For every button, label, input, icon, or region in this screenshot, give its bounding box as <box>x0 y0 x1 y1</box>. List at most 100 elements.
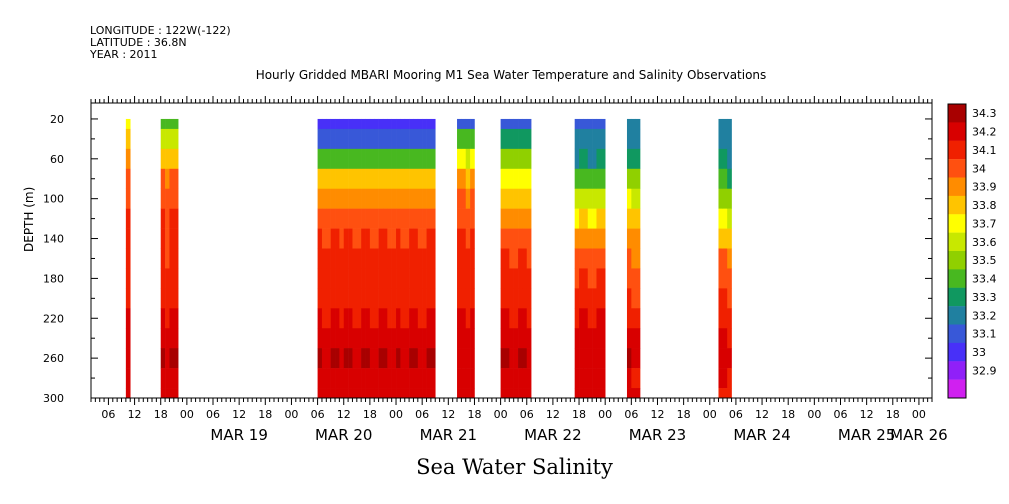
heatmap-cell <box>596 308 602 329</box>
heatmap-cell <box>352 208 358 229</box>
heatmap-cell <box>430 128 436 150</box>
heatmap-cell <box>317 328 323 349</box>
heatmap-cell <box>348 288 353 309</box>
heatmap-cell <box>574 118 580 130</box>
heatmap-cell <box>504 388 510 399</box>
heatmap-cell <box>509 208 514 229</box>
heatmap-cell <box>600 388 606 399</box>
heatmap-cell <box>500 188 506 209</box>
heatmap-cell <box>361 168 366 190</box>
colorbar-swatch <box>948 251 966 270</box>
x-tick-label: 00 <box>912 408 926 421</box>
heatmap-cell <box>400 328 406 349</box>
heatmap-cell <box>422 268 427 289</box>
heatmap-cell <box>426 368 432 389</box>
heatmap-cell <box>587 228 593 249</box>
heatmap-cell <box>335 188 340 209</box>
x-tick-label: 12 <box>232 408 246 421</box>
heatmap-cell <box>165 128 170 150</box>
heatmap-cell <box>600 328 606 349</box>
heatmap-cell <box>600 118 606 130</box>
x-tick-label: 06 <box>624 408 638 421</box>
heatmap-cell <box>339 248 345 269</box>
heatmap-cell <box>583 168 589 190</box>
heatmap-cell <box>165 368 170 389</box>
heatmap-cell <box>509 288 514 309</box>
heatmap-cell <box>504 248 510 269</box>
heatmap-cell <box>518 268 523 289</box>
colorbar-swatch <box>948 379 966 399</box>
heatmap-cell <box>727 128 732 150</box>
heatmap-cell <box>426 188 432 209</box>
heatmap-cell <box>587 148 593 170</box>
heatmap-cell <box>574 208 580 229</box>
heatmap-cell <box>343 328 349 349</box>
heatmap-cell <box>722 128 728 150</box>
heatmap-cell <box>413 148 419 170</box>
heatmap-cell <box>587 328 593 349</box>
heatmap-cell <box>396 308 401 329</box>
heatmap-cell <box>522 128 528 150</box>
heatmap-cell <box>330 148 336 170</box>
x-tick-label: 18 <box>677 408 691 421</box>
heatmap-cell <box>387 388 392 399</box>
x-tick-label: 18 <box>258 408 272 421</box>
heatmap-cell <box>396 368 401 389</box>
heatmap-cell <box>513 388 519 399</box>
axes: 06 12 18 00 06 12 18 00 06 12 18 00 06 12 18 00 06 12 18 00… <box>43 96 948 444</box>
heatmap-cell <box>404 168 410 190</box>
heatmap-cell <box>169 168 175 190</box>
heatmap-cell <box>426 328 432 349</box>
heatmap-cell <box>422 348 427 369</box>
heatmap-cell <box>600 128 606 150</box>
heatmap-cell <box>574 368 580 389</box>
heatmap-cell <box>513 228 519 249</box>
colorbar-swatch <box>948 195 966 215</box>
heatmap-cell <box>404 118 410 130</box>
heatmap-cell <box>356 288 362 309</box>
x-tick-label: 06 <box>311 408 325 421</box>
heatmap-cell <box>600 348 606 369</box>
heatmap-cell <box>579 308 584 329</box>
heatmap-cell <box>579 128 584 150</box>
heatmap-cell <box>587 288 593 309</box>
colorbar-label: 34.3 <box>972 107 997 120</box>
heatmap-cell <box>509 328 514 349</box>
heatmap-cell <box>722 308 728 329</box>
heatmap-cell <box>592 288 597 309</box>
heatmap-cell <box>417 188 423 209</box>
heatmap-cell <box>504 148 510 170</box>
heatmap-cell <box>361 128 366 150</box>
heatmap-cell <box>526 268 532 289</box>
heatmap-cell <box>365 328 371 349</box>
heatmap-cell <box>513 268 519 289</box>
heatmap-cell <box>160 248 166 269</box>
heatmap-cell <box>596 288 602 309</box>
heatmap-cell <box>470 368 475 389</box>
heatmap-cell <box>356 328 362 349</box>
heatmap-cell <box>596 228 602 249</box>
heatmap-cell <box>500 128 506 150</box>
heatmap-cell <box>352 118 358 130</box>
heatmap-cell <box>470 188 475 209</box>
heatmap-cell <box>326 268 331 289</box>
heatmap-cell <box>574 168 580 190</box>
heatmap-cell <box>504 188 510 209</box>
heatmap-cell <box>513 328 519 349</box>
colorbar-label: 33.3 <box>972 291 997 304</box>
heatmap-cell <box>160 168 166 190</box>
heatmap-cell <box>413 228 419 249</box>
heatmap-cell <box>400 368 406 389</box>
heatmap-cell <box>465 208 471 229</box>
heatmap-cell <box>592 348 597 369</box>
heatmap-cell <box>352 148 358 170</box>
heatmap-cell <box>579 168 584 190</box>
heatmap-cell <box>457 128 462 150</box>
heatmap-cell <box>326 368 331 389</box>
heatmap-cell <box>631 288 636 309</box>
heatmap-cell <box>461 388 467 399</box>
heatmap-cell <box>339 288 345 309</box>
heatmap-cell <box>522 308 528 329</box>
heatmap-cell <box>457 368 462 389</box>
heatmap-cell <box>361 388 366 399</box>
